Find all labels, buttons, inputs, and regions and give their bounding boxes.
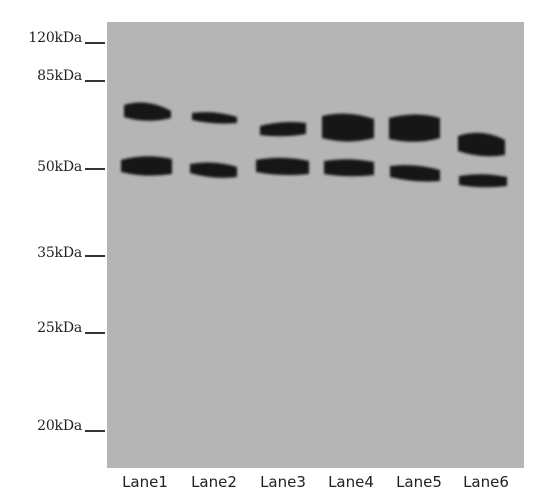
marker-tick-120kda — [85, 42, 105, 44]
band-lane2-lower — [190, 162, 237, 178]
marker-tick-20kda — [85, 430, 105, 432]
band-lane4-lower — [324, 159, 374, 177]
marker-tick-25kda — [85, 332, 105, 334]
marker-label-85kda: 85kDa — [37, 68, 82, 84]
band-lane6-lower — [459, 174, 507, 188]
band-lane5-lower — [390, 165, 440, 182]
lane-label-5: Lane5 — [396, 473, 442, 491]
band-lane5-upper — [389, 114, 440, 142]
marker-label-50kda: 50kDa — [37, 159, 82, 175]
lane-label-3: Lane3 — [260, 473, 306, 491]
lane-label-2: Lane2 — [191, 473, 237, 491]
band-lane3-upper — [260, 122, 306, 137]
band-lane3-lower — [256, 157, 309, 176]
band-lane6-upper — [458, 132, 505, 157]
lane-label-4: Lane4 — [328, 473, 374, 491]
band-lane2-upper — [192, 112, 237, 124]
marker-tick-85kda — [85, 80, 105, 82]
band-lane1-upper — [124, 102, 171, 121]
marker-tick-35kda — [85, 255, 105, 257]
marker-label-20kda: 20kDa — [37, 418, 82, 434]
band-lane4-upper — [322, 113, 374, 142]
marker-label-25kda: 25kDa — [37, 320, 82, 336]
marker-label-120kda: 120kDa — [28, 30, 82, 46]
marker-label-35kda: 35kDa — [37, 245, 82, 261]
lane-label-6: Lane6 — [463, 473, 509, 491]
blot-membrane — [107, 22, 524, 468]
marker-tick-50kda — [85, 168, 105, 170]
band-lane1-lower — [121, 156, 172, 176]
lane-label-1: Lane1 — [122, 473, 168, 491]
